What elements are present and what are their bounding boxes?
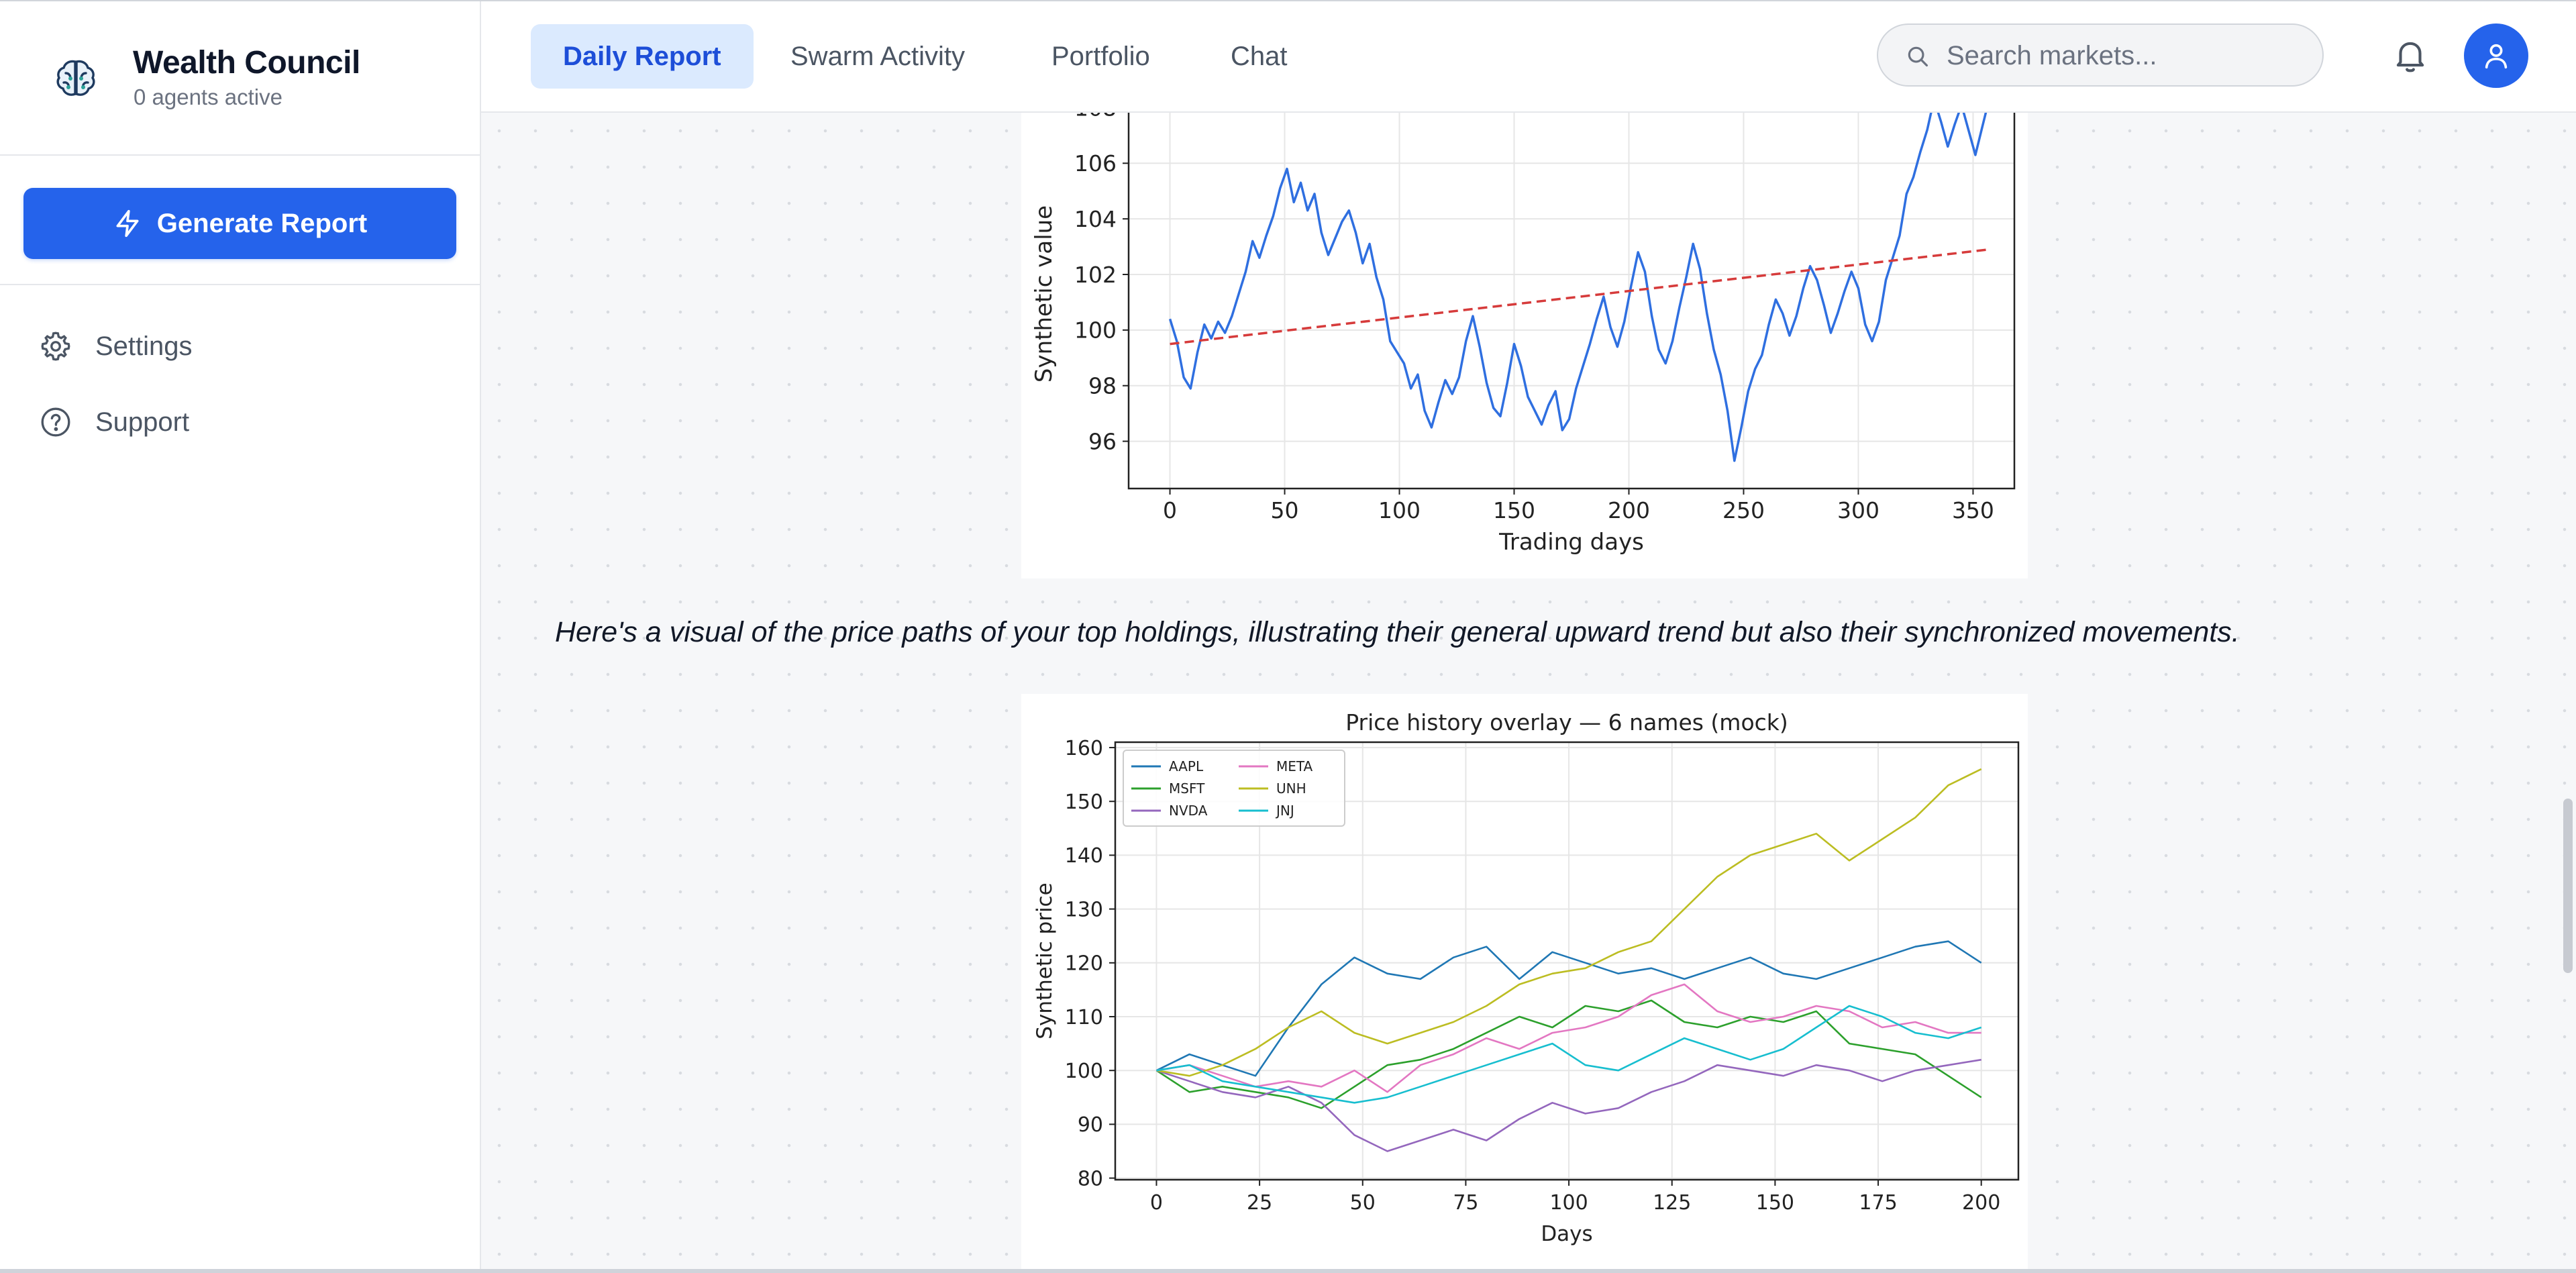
avatar[interactable] (2464, 23, 2528, 88)
x-tick-label: 150 (1756, 1191, 1794, 1215)
sidebar-item-label: Settings (95, 331, 193, 361)
x-tick-label: 100 (1378, 497, 1421, 523)
y-tick-label: 130 (1065, 898, 1103, 921)
y-tick-label: 104 (1074, 206, 1117, 232)
y-tick-label: 110 (1065, 1006, 1103, 1029)
x-tick-label: 125 (1653, 1191, 1691, 1215)
y-tick-label: 108 (1074, 113, 1117, 121)
synthetic-value-chart-card: 0 50 100 150 200 250 300 350 96 98 100 102 104 106 108… (1021, 113, 2028, 578)
plot-frame (1114, 741, 2020, 1181)
x-tick-label: 300 (1837, 497, 1879, 523)
tab-label: Portfolio (1051, 41, 1150, 71)
y-tick-label: 106 (1074, 150, 1117, 176)
y-tick-label: 96 (1088, 428, 1117, 454)
legend-label: AAPL (1169, 758, 1204, 774)
gear-icon (41, 332, 70, 361)
tab-chat[interactable]: Chat (1198, 24, 1320, 89)
legend-label: NVDA (1169, 803, 1208, 819)
y-tick-label: 100 (1065, 1060, 1103, 1083)
x-axis-label: Trading days (1498, 529, 1644, 556)
y-tick-label: 90 (1078, 1113, 1103, 1137)
plot-frame (1127, 113, 2016, 490)
y-tick-label: 100 (1074, 317, 1117, 344)
brand-header: Wealth Council 0 agents active (0, 1, 480, 156)
plot-area (1155, 768, 1982, 1152)
search-input[interactable] (1945, 37, 2310, 74)
series-line-unh (1156, 768, 1982, 1077)
plot-area (1168, 113, 1990, 462)
x-tick-label: 100 (1549, 1191, 1588, 1215)
tab-label: Daily Report (563, 41, 721, 71)
chart-caption: Here's a visual of the price paths of yo… (555, 616, 2240, 648)
x-tick-label: 350 (1952, 497, 1994, 523)
y-tick-label: 160 (1065, 737, 1103, 760)
legend-label: UNH (1276, 780, 1306, 797)
x-tick-label: 0 (1150, 1191, 1163, 1215)
sidebar-item-settings[interactable]: Settings (39, 326, 193, 366)
y-axis-label: Synthetic price (1033, 882, 1057, 1039)
series-line-nvda (1156, 1058, 1981, 1152)
y-tick-label: 80 (1078, 1167, 1103, 1190)
sidebar: Wealth Council 0 agents active Generate … (0, 1, 481, 1273)
x-tick-label: 75 (1453, 1191, 1478, 1215)
sidebar-item-label: Support (95, 407, 190, 437)
price-history-chart: 0 25 50 75 100 125 150 175 200 80 90 100 110 120 130 14… (1033, 709, 2020, 1246)
y-tick-label: 120 (1065, 952, 1103, 976)
bell-icon[interactable] (2391, 36, 2430, 75)
tab-portfolio[interactable]: Portfolio (1019, 24, 1182, 89)
x-tick-label: 0 (1163, 497, 1177, 523)
legend-label: MSFT (1169, 780, 1205, 797)
sidebar-item-support[interactable]: Support (39, 402, 189, 442)
price-history-chart-card: 0 25 50 75 100 125 150 175 200 80 90 100 110 120 130 14… (1021, 694, 2028, 1273)
series-line-0 (1168, 113, 1988, 462)
top-nav: Daily Report Swarm Activity Portfolio Ch… (481, 1, 2576, 113)
series-line-aapl (1155, 940, 1982, 1077)
y-tick-label: 140 (1065, 844, 1103, 868)
series-line-jnj (1156, 1005, 1982, 1104)
tab-label: Swarm Activity (790, 41, 966, 71)
y-tick-label: 102 (1074, 262, 1117, 288)
y-tick-label: 150 (1065, 791, 1103, 814)
agents-status: 0 agents active (134, 85, 282, 109)
user-icon (2485, 44, 2508, 69)
y-tick-label: 98 (1088, 373, 1117, 399)
tab-label: Chat (1231, 41, 1288, 71)
brain-icon (56, 60, 95, 96)
series-line-msft (1155, 999, 1982, 1109)
generate-report-label: Generate Report (156, 208, 368, 238)
app-name: Wealth Council (133, 45, 360, 81)
lightning-icon (116, 209, 139, 238)
synthetic-value-chart: 0 50 100 150 200 250 300 350 96 98 100 102 104 106 108… (1031, 113, 2016, 556)
x-tick-label: 200 (1608, 497, 1650, 523)
x-tick-label: 200 (1962, 1191, 2000, 1215)
y-axis-label: Synthetic value (1031, 205, 1058, 383)
x-tick-label: 50 (1350, 1191, 1376, 1215)
tab-swarm-activity[interactable]: Swarm Activity (758, 24, 997, 89)
legend (1123, 750, 1345, 827)
sidebar-divider (0, 284, 480, 285)
series-line-1 (1170, 248, 1990, 346)
generate-report-button[interactable]: Generate Report (23, 188, 456, 259)
chart-title: Price history overlay — 6 names (mock) (1345, 709, 1788, 735)
legend-label: META (1276, 758, 1313, 774)
search-icon (1908, 46, 1928, 67)
legend-label: JNJ (1275, 803, 1294, 819)
x-tick-label: 250 (1722, 497, 1765, 523)
x-axis-label: Days (1541, 1222, 1592, 1246)
help-circle-icon (41, 407, 70, 437)
scrollbar-thumb[interactable] (2563, 799, 2573, 973)
report-content: 0501001502002503003509698100102104106108… (481, 113, 2576, 1273)
x-tick-label: 25 (1247, 1191, 1272, 1215)
tab-daily-report[interactable]: Daily Report (531, 24, 754, 89)
window-bottom-border (0, 1269, 2576, 1273)
window-top-border (0, 0, 2576, 1)
x-tick-label: 50 (1271, 497, 1299, 523)
x-tick-label: 175 (1859, 1191, 1897, 1215)
search-box (1877, 23, 2324, 87)
x-tick-label: 150 (1493, 497, 1535, 523)
